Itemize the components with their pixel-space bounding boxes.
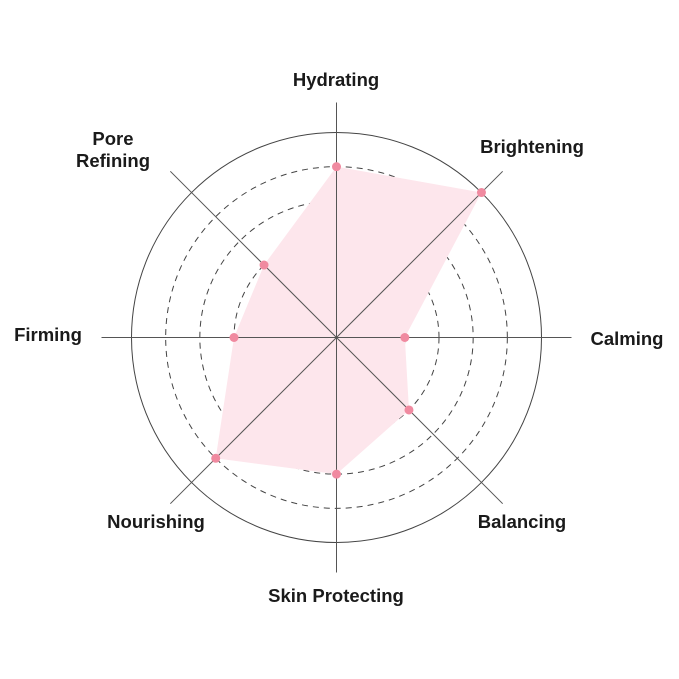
axis-line-brightening xyxy=(336,170,504,338)
data-points xyxy=(211,162,486,479)
data-point-balancing xyxy=(404,405,414,415)
axis-label-hydrating: Hydrating xyxy=(293,69,379,90)
data-point-brightening xyxy=(476,188,486,198)
data-point-nourishing xyxy=(211,453,221,463)
axis-labels: Hydrating Brightening Calming Balancing … xyxy=(14,69,663,606)
data-point-hydrating xyxy=(332,162,341,172)
axis-label-nourishing: Nourishing xyxy=(107,511,205,532)
axes xyxy=(101,102,572,573)
axis-line-pore-refining xyxy=(169,170,337,338)
axis-label-skin-protecting: Skin Protecting xyxy=(268,585,404,606)
axis-label-pore-refining: Pore Refining xyxy=(76,128,150,171)
axis-label-firming: Firming xyxy=(14,324,82,345)
data-polygon xyxy=(215,166,482,475)
data-point-skin-protecting xyxy=(332,469,341,479)
axis-label-calming: Calming xyxy=(591,328,664,349)
data-point-firming xyxy=(229,333,239,342)
data-point-pore-refining xyxy=(259,260,269,270)
data-point-calming xyxy=(400,333,410,342)
axis-label-brightening: Brightening xyxy=(480,136,584,157)
axis-label-balancing: Balancing xyxy=(478,511,566,532)
data-area xyxy=(215,166,482,475)
axis-line-nourishing xyxy=(169,337,337,505)
axis-line-balancing xyxy=(336,337,504,505)
